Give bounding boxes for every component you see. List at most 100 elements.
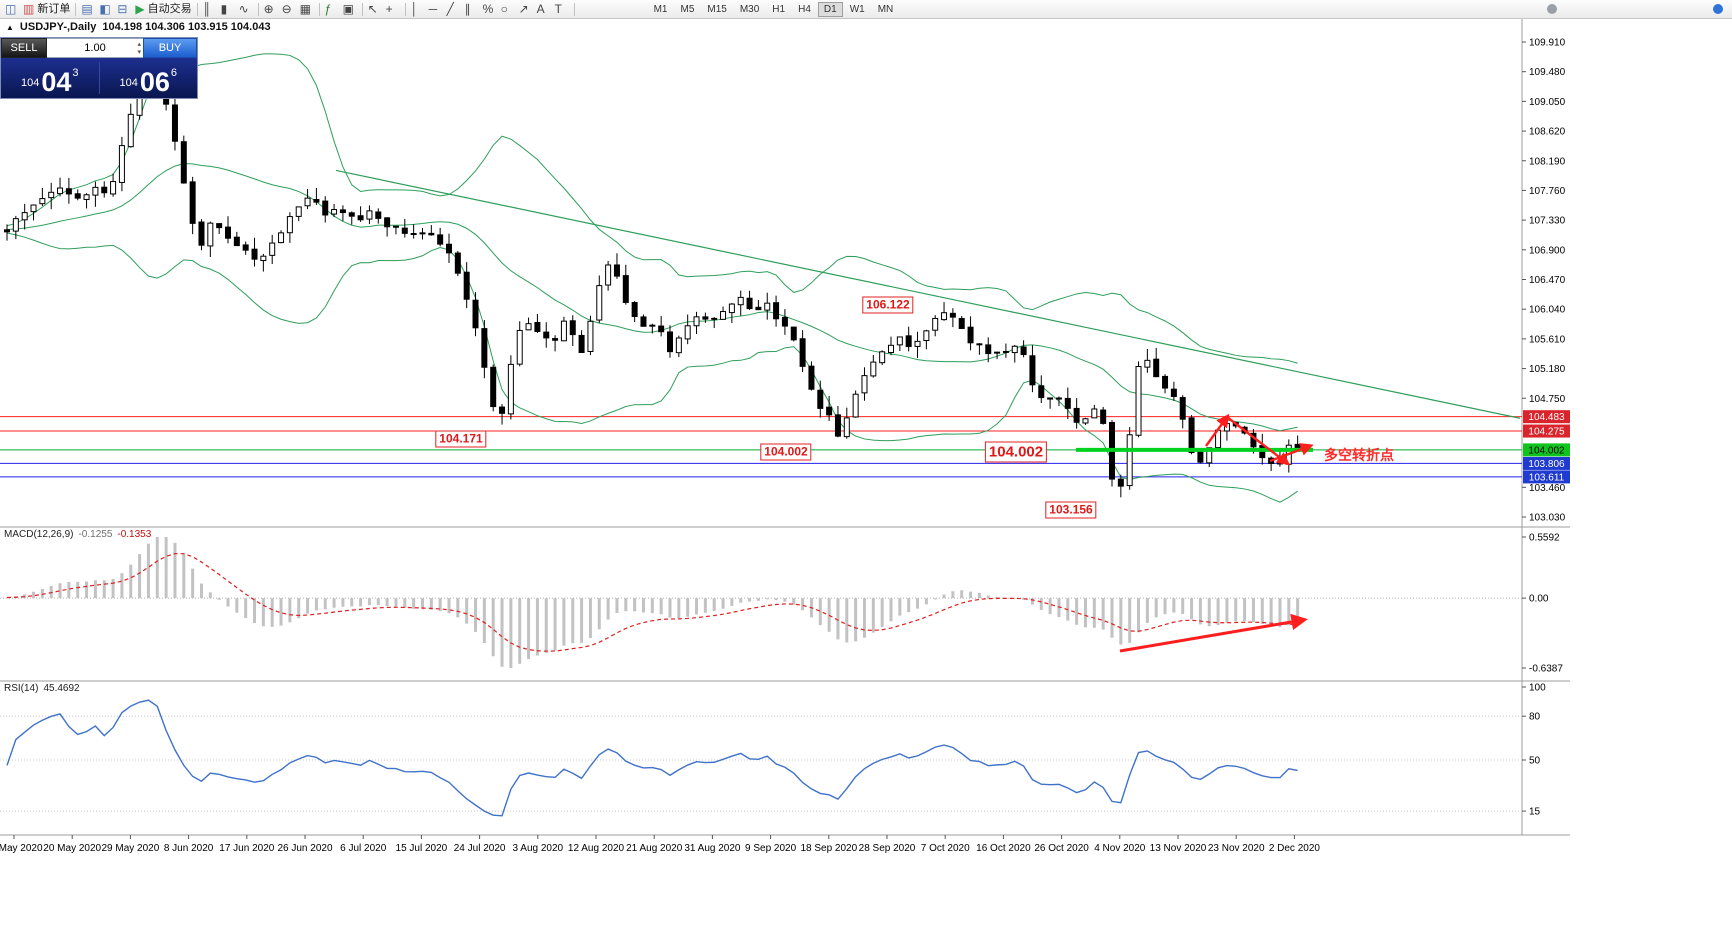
sell-price-display[interactable]: 104 04 3 (1, 58, 99, 98)
arrow-tool-icon-glyph: ↗ (518, 2, 529, 16)
timeframe-m1-button[interactable]: M1 (648, 2, 674, 17)
timeframe-d1-button[interactable]: D1 (817, 1, 843, 17)
svg-text:107.330: 107.330 (1529, 216, 1566, 227)
market-watch-icon-glyph: ▤ (81, 2, 93, 16)
channel-icon-glyph: ∥ (464, 2, 471, 16)
timeframe-m30-button[interactable]: M30 (734, 2, 765, 17)
svg-text:15 Jul 2020: 15 Jul 2020 (396, 843, 448, 854)
zoom-out-icon[interactable]: ⊖ (280, 1, 298, 17)
channel-icon[interactable]: ∥ (463, 1, 481, 17)
svg-text:106.900: 106.900 (1529, 245, 1566, 256)
text-icon[interactable]: A (535, 1, 553, 17)
svg-text:6 Jul 2020: 6 Jul 2020 (340, 843, 387, 854)
crosshair-icon[interactable]: + (384, 1, 402, 17)
volume-field[interactable]: 1.00 ▴ ▾ (47, 38, 143, 58)
sell-price-prefix: 104 (20, 77, 40, 89)
shapes-icon[interactable]: ○ (499, 1, 517, 17)
navigator-icon[interactable]: ◧ (97, 1, 115, 17)
svg-text:108.190: 108.190 (1529, 156, 1566, 167)
new-order-glyph: ▥ (23, 2, 35, 16)
macd-signal-value: -0.1353 (117, 529, 152, 540)
horizontal-line-icon[interactable]: ─ (427, 1, 445, 17)
spinner-down-icon[interactable]: ▾ (137, 49, 141, 56)
candlestick-chart-icon-glyph: ▮ (220, 2, 228, 16)
svg-text:24 Jul 2020: 24 Jul 2020 (454, 843, 506, 854)
zoom-in-icon[interactable]: ⊕ (262, 1, 280, 17)
svg-text:100: 100 (1529, 683, 1546, 694)
arrow-tool-icon[interactable]: ↗ (517, 1, 535, 17)
indicators-icon[interactable]: ƒ (323, 1, 341, 17)
svg-text:20 May 2020: 20 May 2020 (43, 843, 101, 854)
fibonacci-icon[interactable]: % (481, 1, 499, 17)
toolbar-separator (573, 2, 575, 16)
bar-chart-icon[interactable]: ║ (201, 1, 219, 17)
svg-text:105.180: 105.180 (1529, 364, 1566, 375)
chart-title: USDJPY-,Daily (19, 21, 97, 33)
terminal-icon-glyph: ⊟ (117, 2, 128, 16)
line-chart-icon-glyph: ∿ (238, 2, 249, 16)
chart-window-icon[interactable]: ◫ (3, 1, 21, 17)
svg-text:50: 50 (1529, 756, 1541, 767)
new-order-button[interactable]: ▥ 新订单 (21, 1, 72, 17)
svg-text:16 Oct 2020: 16 Oct 2020 (976, 843, 1031, 854)
timeframe-h4-button[interactable]: H4 (792, 2, 817, 17)
svg-text:107.760: 107.760 (1529, 186, 1566, 197)
terminal-icon[interactable]: ⊟ (115, 1, 133, 17)
line-chart-icon[interactable]: ∿ (237, 1, 255, 17)
buy-price-display[interactable]: 104 06 6 (100, 58, 198, 98)
chart-header: ▲ USDJPY-,Daily 104.198 104.306 103.915 … (6, 21, 271, 33)
buy-price-prefix: 104 (119, 77, 138, 89)
timeframe-w1-button[interactable]: W1 (844, 2, 871, 17)
timeframe-h1-button[interactable]: H1 (766, 2, 791, 17)
svg-text:26 Jun 2020: 26 Jun 2020 (277, 843, 332, 854)
svg-text:8 Jun 2020: 8 Jun 2020 (164, 843, 214, 854)
volume-spinner[interactable]: ▴ ▾ (137, 41, 141, 57)
trendline-icon[interactable]: ╱ (445, 1, 463, 17)
price-callout-label[interactable]: 106.122 (862, 296, 914, 314)
macd-indicator-label: MACD(12,26,9) -0.1255 -0.1353 (4, 529, 151, 540)
spinner-up-icon[interactable]: ▴ (137, 41, 141, 48)
timeframe-mn-button[interactable]: MN (872, 2, 900, 17)
auto-trading-button-label: 自动交易 (147, 2, 192, 15)
buy-button[interactable]: BUY (143, 38, 197, 58)
toolbar-right-icons (1547, 4, 1729, 14)
tile-windows-icon[interactable]: ▦ (298, 1, 316, 17)
navigator-icon-glyph: ◧ (99, 2, 111, 16)
main-toolbar: ◫ ▥ 新订单 ▤ ◧ ⊟ ▶ 自动交易 ║ ▮ ∿ ⊕ ⊖ ▦ ƒ ▣ ↖ + │ ─ ╱ ∥% ○ ↗ A T M1 M5 M15 M… (0, 0, 1732, 19)
templates-icon[interactable]: ▣ (341, 1, 359, 17)
price-callout-label[interactable]: 104.171 (435, 430, 487, 448)
timeframe-m5-button[interactable]: M5 (674, 2, 700, 17)
svg-text:109.910: 109.910 (1529, 38, 1566, 49)
svg-text:31 Aug 2020: 31 Aug 2020 (684, 843, 741, 854)
svg-text:4 Nov 2020: 4 Nov 2020 (1094, 843, 1146, 854)
svg-text:103.806: 103.806 (1528, 459, 1565, 470)
svg-text:9 Sep 2020: 9 Sep 2020 (745, 843, 797, 854)
svg-text:11 May 2020: 11 May 2020 (0, 843, 43, 854)
price-callout-label[interactable]: 104.002 (984, 441, 1048, 463)
sell-button[interactable]: SELL (1, 38, 47, 58)
community-icon[interactable] (1713, 4, 1723, 14)
auto-trading-button[interactable]: ▶ 自动交易 (133, 1, 193, 17)
text-label-icon[interactable]: T (553, 1, 571, 17)
price-callout-label[interactable]: 103.156 (1045, 501, 1097, 519)
timeframe-m15-button[interactable]: M15 (701, 2, 732, 17)
svg-text:15: 15 (1529, 807, 1541, 818)
vertical-line-icon[interactable]: │ (409, 1, 427, 17)
candlestick-chart-icon[interactable]: ▮ (219, 1, 237, 17)
svg-text:80: 80 (1529, 712, 1541, 723)
svg-text:108.620: 108.620 (1529, 127, 1566, 138)
toolbar-separator (361, 2, 363, 16)
help-icon[interactable] (1547, 4, 1557, 14)
sell-price-pips: 04 (41, 67, 72, 98)
turning-point-annotation[interactable]: 多空转折点 (1324, 447, 1394, 463)
svg-text:18 Sep 2020: 18 Sep 2020 (800, 843, 857, 854)
macd-value: -0.1255 (78, 529, 113, 540)
toolbar-separator (75, 2, 77, 16)
svg-text:3 Aug 2020: 3 Aug 2020 (512, 843, 563, 854)
market-watch-icon[interactable]: ▤ (79, 1, 97, 17)
one-click-trading-panel: SELL 1.00 ▴ ▾ BUY 104 04 3 104 06 6 (1, 38, 197, 98)
zoom-in-icon-glyph: ⊕ (263, 2, 274, 16)
price-callout-label[interactable]: 104.002 (760, 443, 812, 461)
cursor-icon[interactable]: ↖ (366, 1, 384, 17)
